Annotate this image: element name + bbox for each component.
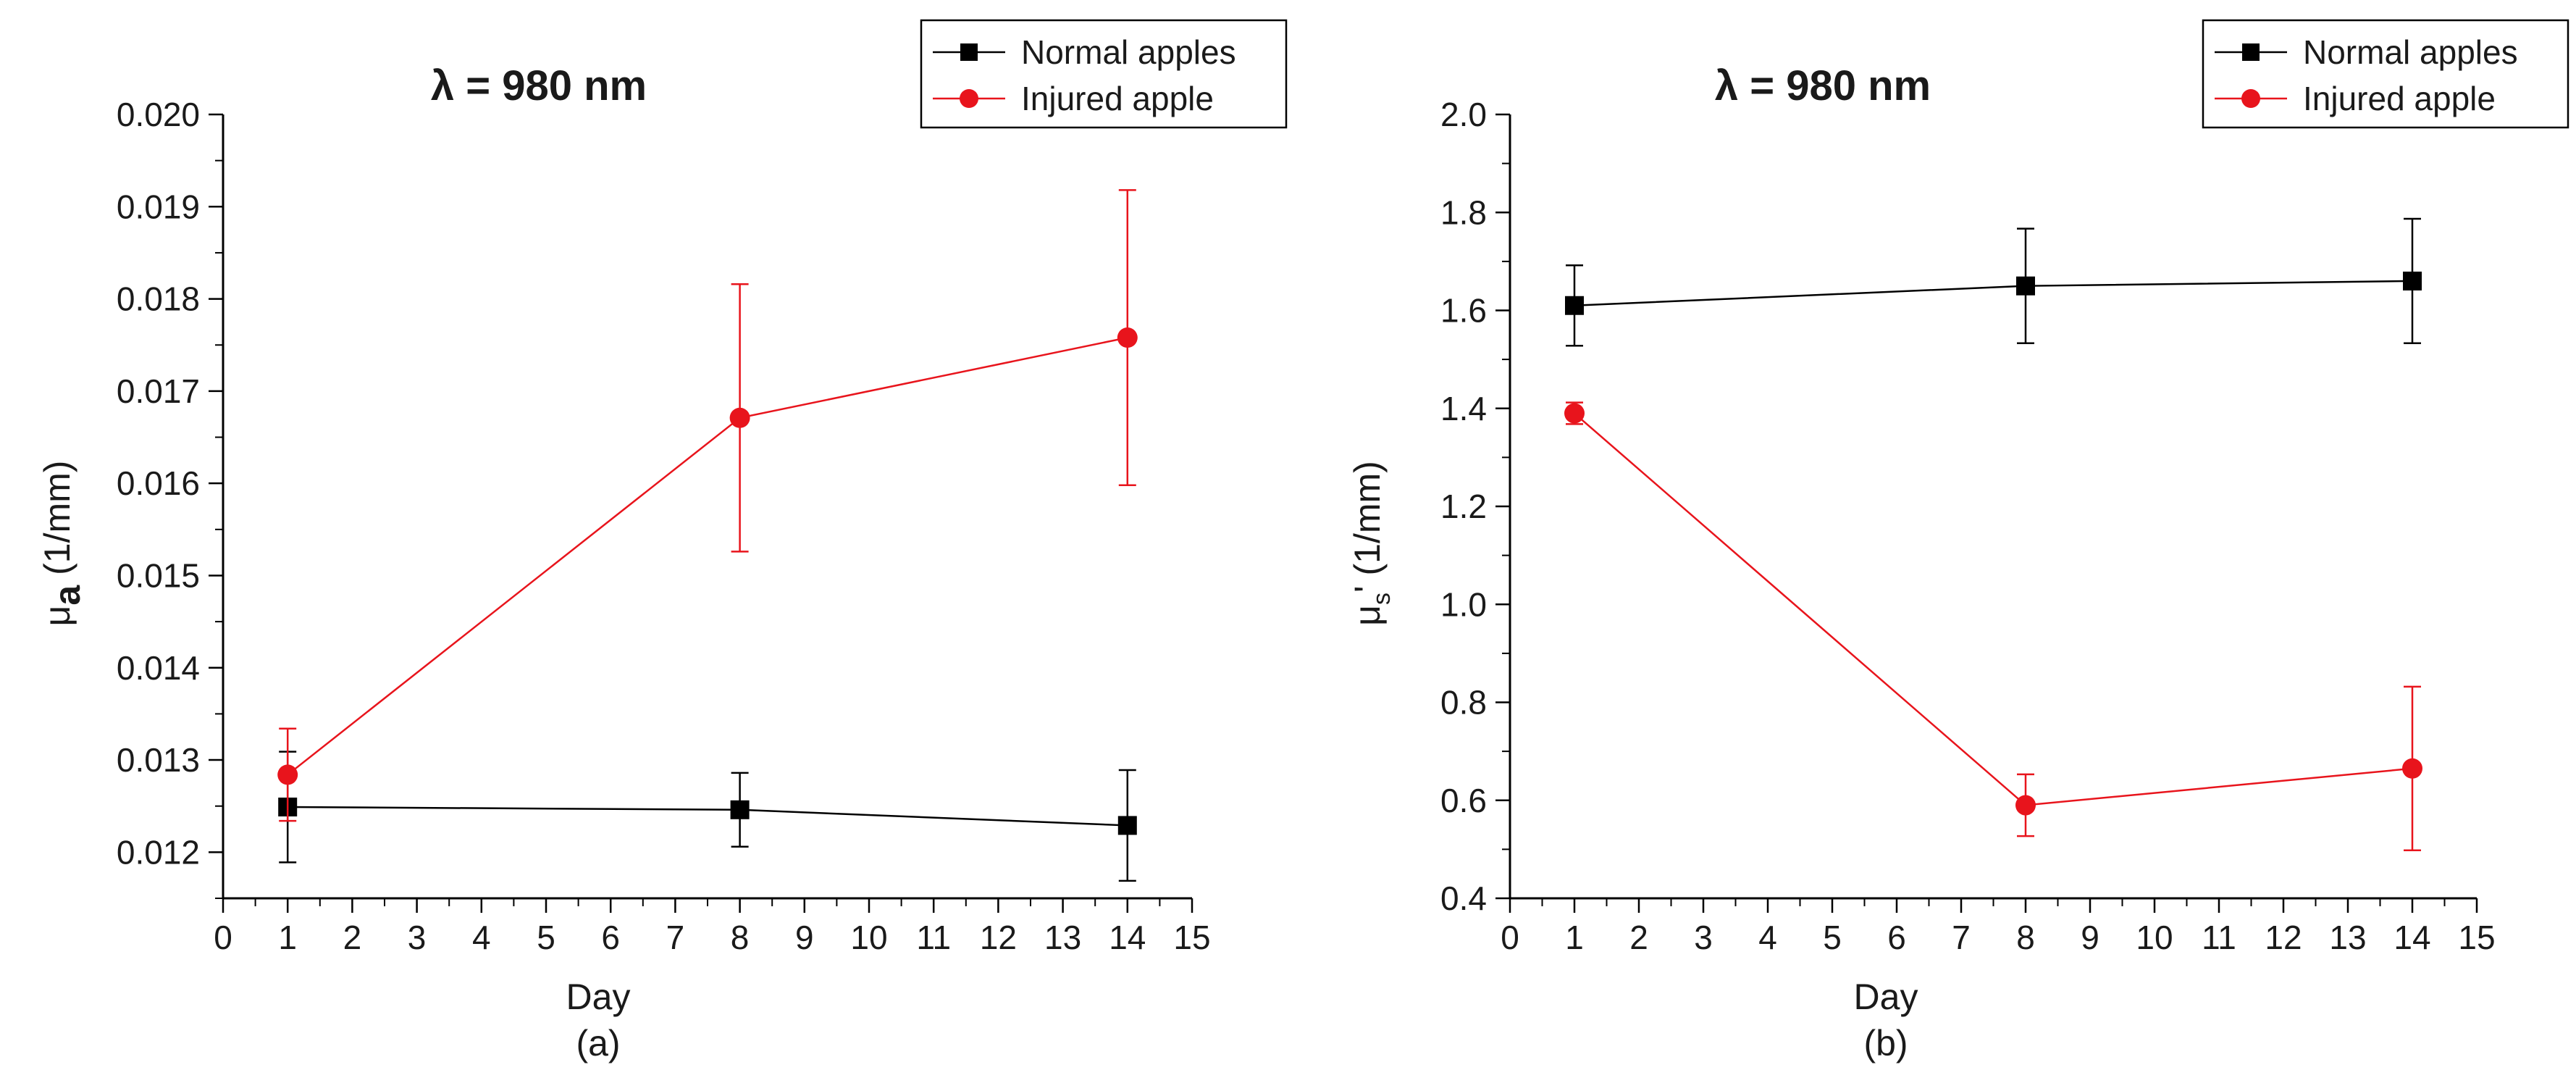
y-label-subscript: s xyxy=(1368,593,1396,605)
data-point xyxy=(277,764,298,785)
x-axis-label: Day xyxy=(1854,977,1918,1017)
x-tick-label: 4 xyxy=(472,919,491,956)
x-tick-label: 2 xyxy=(343,919,362,956)
x-tick-label: 15 xyxy=(1173,919,1210,956)
x-tick-label: 6 xyxy=(601,919,620,956)
legend-marker-circle xyxy=(960,89,978,108)
x-tick-label: 6 xyxy=(1887,919,1906,956)
y-label-symbol: μ xyxy=(1347,605,1388,626)
legend: Normal apples Injured apple xyxy=(2202,19,2569,129)
x-tick-label: 10 xyxy=(2136,919,2173,956)
data-point xyxy=(2402,758,2422,779)
legend-box xyxy=(2202,19,2569,129)
data-point xyxy=(730,800,750,819)
x-tick-label: 3 xyxy=(408,919,427,956)
x-tick-label: 9 xyxy=(795,919,814,956)
x-tick-label: 1 xyxy=(1565,919,1584,956)
chart-title: λ = 980 nm xyxy=(1715,62,1931,109)
y-tick-label: 1.2 xyxy=(1440,488,1487,525)
y-axis-label: μs' (1/mm) xyxy=(1347,461,1396,626)
legend-marker-square xyxy=(2242,43,2260,61)
y-tick-label: 0.019 xyxy=(117,188,200,225)
x-tick-label: 5 xyxy=(1823,919,1842,956)
x-tick-label: 12 xyxy=(2265,919,2302,956)
data-point xyxy=(2403,271,2422,290)
legend-marker-circle xyxy=(2241,89,2260,108)
y-tick-label: 0.4 xyxy=(1440,879,1487,917)
legend-item-normal: Normal apples xyxy=(2215,33,2518,71)
data-point xyxy=(2016,276,2035,296)
x-tick-label: 12 xyxy=(980,919,1017,956)
panel-a: λ = 980 nm 0 1 2 3 4 5 6 7 8 9 10 11 12 13 14 150.0120.… xyxy=(37,19,1288,1063)
y-tick-label: 1.0 xyxy=(1440,585,1487,623)
x-tick-label: 0 xyxy=(1501,919,1519,956)
data-point xyxy=(1564,403,1585,424)
x-tick-label: 15 xyxy=(2458,919,2495,956)
y-tick-label: 0.016 xyxy=(117,464,200,502)
y-label-subscript: a xyxy=(47,585,88,606)
y-tick-label: 1.4 xyxy=(1440,390,1487,427)
data-point xyxy=(1565,296,1584,315)
x-tick-label: 13 xyxy=(1044,919,1081,956)
plot-area: 0 1 2 3 4 5 6 7 8 9 10 11 12 13 14 150.40.60.81.01.21.4… xyxy=(1440,96,2496,956)
x-tick-label: 5 xyxy=(537,919,555,956)
data-point xyxy=(1117,327,1138,348)
x-tick-label: 0 xyxy=(214,919,232,956)
y-tick-label: 0.020 xyxy=(117,96,200,133)
legend-label-normal: Normal apples xyxy=(2303,33,2518,71)
x-tick-label: 2 xyxy=(1629,919,1648,956)
y-tick-label: 0.015 xyxy=(117,556,200,594)
x-tick-label: 9 xyxy=(2081,919,2099,956)
legend-label-injured: Injured apple xyxy=(2303,80,2496,117)
plot-area: 0 1 2 3 4 5 6 7 8 9 10 11 12 13 14 150.0120.0130.0140.0… xyxy=(117,96,1211,956)
legend-item-injured: Injured apple xyxy=(933,80,1214,117)
legend-label-normal: Normal apples xyxy=(1021,33,1236,71)
y-tick-label: 0.017 xyxy=(117,372,200,410)
x-tick-label: 13 xyxy=(2329,919,2366,956)
legend-item-injured: Injured apple xyxy=(2215,80,2496,117)
data-point xyxy=(729,407,750,428)
y-tick-label: 0.012 xyxy=(117,833,200,871)
y-tick-label: 1.8 xyxy=(1440,193,1487,231)
panel-label: (a) xyxy=(576,1023,620,1063)
x-tick-label: 8 xyxy=(2016,919,2035,956)
y-tick-label: 0.6 xyxy=(1440,782,1487,819)
x-tick-label: 7 xyxy=(1952,919,1971,956)
y-label-symbol: μ xyxy=(37,606,77,627)
x-tick-label: 3 xyxy=(1694,919,1713,956)
x-tick-label: 11 xyxy=(2202,919,2236,956)
y-label-unit: (1/mm) xyxy=(37,461,77,575)
x-axis-label: Day xyxy=(566,977,631,1017)
chart-title: λ = 980 nm xyxy=(431,62,647,109)
y-axis-label: μa (1/mm) xyxy=(37,461,88,627)
y-tick-label: 0.013 xyxy=(117,741,200,779)
data-point xyxy=(1117,816,1137,835)
legend-label-injured: Injured apple xyxy=(1021,80,1214,117)
y-tick-label: 0.018 xyxy=(117,280,200,318)
x-tick-label: 10 xyxy=(850,919,887,956)
legend: Normal apples Injured apple xyxy=(920,19,1288,129)
y-tick-label: 0.014 xyxy=(117,649,200,687)
x-tick-label: 7 xyxy=(666,919,685,956)
legend-box xyxy=(920,19,1288,129)
y-label-prime: ' xyxy=(1347,585,1388,593)
legend-item-normal: Normal apples xyxy=(933,33,1236,71)
legend-marker-square xyxy=(960,43,978,61)
y-tick-label: 0.8 xyxy=(1440,684,1487,722)
y-tick-label: 2.0 xyxy=(1440,96,1487,133)
panel-b: λ = 980 nm 0 1 2 3 4 5 6 7 8 9 10 11 12 13 14 150.40.60… xyxy=(1347,19,2569,1063)
data-point xyxy=(2015,795,2036,816)
x-tick-label: 11 xyxy=(916,919,951,956)
x-tick-label: 1 xyxy=(278,919,297,956)
x-tick-label: 14 xyxy=(2394,919,2430,956)
y-tick-label: 1.6 xyxy=(1440,292,1487,330)
x-tick-label: 4 xyxy=(1758,919,1777,956)
y-label-unit: (1/mm) xyxy=(1347,461,1388,575)
x-tick-label: 8 xyxy=(731,919,750,956)
x-tick-label: 14 xyxy=(1109,919,1146,956)
panel-label: (b) xyxy=(1863,1023,1908,1063)
